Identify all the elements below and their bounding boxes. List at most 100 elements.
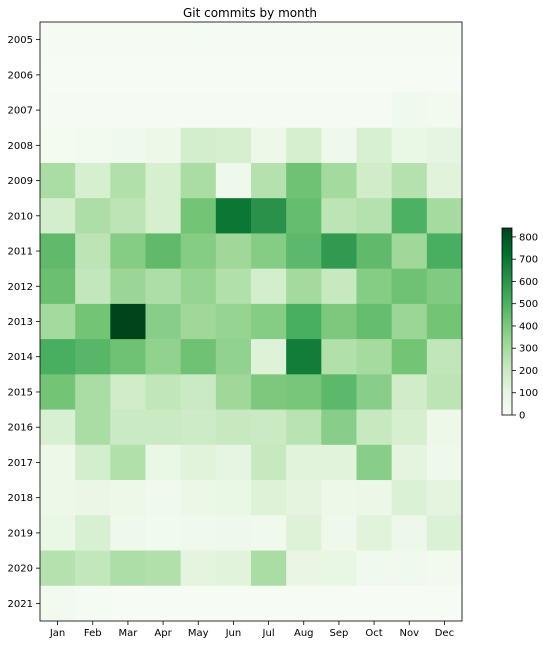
heatmap-cell-2012-Jul: [251, 268, 287, 305]
heatmap-cell-2008-Feb: [75, 127, 111, 164]
heatmap-cell-2021-Sep: [321, 585, 357, 622]
heatmap-cell-2006-Oct: [356, 57, 393, 93]
heatmap-cell-2016-Jul: [251, 409, 287, 446]
heatmap-cell-2017-Sep: [321, 444, 357, 481]
heatmap-cell-2007-Nov: [391, 92, 428, 129]
x-tick-label-Apr: Apr: [154, 628, 172, 639]
y-tick-label-2014: 2014: [8, 352, 33, 363]
heatmap-cell-2005-Dec: [426, 22, 463, 58]
heatmap-cell-2010-Apr: [145, 198, 182, 234]
heatmap-cell-2017-Jul: [251, 444, 287, 481]
heatmap-cell-2016-Aug: [286, 409, 322, 446]
y-tick-label-2006: 2006: [8, 70, 33, 81]
heatmap-cell-2008-Mar: [110, 127, 146, 164]
heatmap-cell-2010-Aug: [286, 198, 322, 234]
heatmap-cell-2010-Sep: [321, 198, 357, 234]
heatmap-cell-2017-Jan: [40, 444, 76, 481]
heatmap-cells: [40, 22, 463, 622]
heatmap-cell-2007-Aug: [286, 92, 322, 129]
heatmap-cell-2020-Feb: [75, 550, 111, 587]
heatmap-cell-2009-Mar: [110, 162, 146, 199]
heatmap-cell-2014-May: [180, 339, 217, 375]
heatmap-cell-2019-Feb: [75, 515, 111, 551]
heatmap-cell-2008-Jun: [215, 127, 252, 164]
heatmap-cell-2006-Jan: [40, 57, 76, 93]
chart-title: Git commits by month: [183, 6, 317, 20]
heatmap-cell-2021-Mar: [110, 585, 146, 622]
x-tick-label-Sep: Sep: [329, 628, 348, 639]
heatmap-cell-2021-Aug: [286, 585, 322, 622]
heatmap-cell-2005-Sep: [321, 22, 357, 58]
heatmap-cell-2006-May: [180, 57, 217, 93]
heatmap-cell-2007-Dec: [426, 92, 463, 129]
heatmap-cell-2008-May: [180, 127, 217, 164]
heatmap-cell-2012-Oct: [356, 268, 393, 305]
heatmap-cell-2018-Mar: [110, 480, 146, 516]
heatmap-cell-2011-Jul: [251, 233, 287, 270]
heatmap-cell-2016-May: [180, 409, 217, 446]
heatmap-cell-2018-May: [180, 480, 217, 516]
x-tick-label-Feb: Feb: [84, 628, 102, 639]
heatmap-cell-2014-Apr: [145, 339, 182, 375]
heatmap-cell-2013-Jun: [215, 303, 252, 340]
x-tick-label-Jul: Jul: [262, 628, 275, 639]
heatmap-cell-2019-May: [180, 515, 217, 551]
y-tick-label-2018: 2018: [8, 493, 33, 504]
heatmap-cell-2016-Mar: [110, 409, 146, 446]
colorbar-tick-label-300: 300: [519, 344, 538, 355]
heatmap-cell-2009-Jun: [215, 162, 252, 199]
heatmap-cell-2014-Aug: [286, 339, 322, 375]
heatmap-cell-2021-Apr: [145, 585, 182, 622]
heatmap-cell-2012-Dec: [426, 268, 463, 305]
heatmap-cell-2009-Aug: [286, 162, 322, 199]
heatmap-cell-2008-Jul: [251, 127, 287, 164]
heatmap-cell-2019-Mar: [110, 515, 146, 551]
heatmap-cell-2011-Apr: [145, 233, 182, 270]
heatmap-cell-2013-Feb: [75, 303, 111, 340]
heatmap-cell-2021-Jul: [251, 585, 287, 622]
heatmap-cell-2006-Nov: [391, 57, 428, 93]
heatmap-cell-2010-Jan: [40, 198, 76, 234]
heatmap-cell-2011-Jan: [40, 233, 76, 270]
heatmap-cell-2018-Jan: [40, 480, 76, 516]
y-tick-label-2005: 2005: [8, 35, 33, 46]
heatmap-cell-2014-Jan: [40, 339, 76, 375]
y-tick-label-2020: 2020: [8, 564, 33, 575]
heatmap-cell-2020-Apr: [145, 550, 182, 587]
heatmap-cell-2019-Aug: [286, 515, 322, 551]
x-tick-label-Mar: Mar: [118, 628, 138, 639]
heatmap-cell-2019-Oct: [356, 515, 393, 551]
heatmap-cell-2008-Dec: [426, 127, 463, 164]
heatmap-cell-2013-Jan: [40, 303, 76, 340]
heatmap-cell-2013-Jul: [251, 303, 287, 340]
y-tick-label-2019: 2019: [8, 528, 33, 539]
heatmap-cell-2017-Mar: [110, 444, 146, 481]
heatmap-cell-2011-Nov: [391, 233, 428, 270]
heatmap-cell-2016-Feb: [75, 409, 111, 446]
heatmap-cell-2014-Oct: [356, 339, 393, 375]
heatmap-cell-2005-Aug: [286, 22, 322, 58]
heatmap-cell-2009-May: [180, 162, 217, 199]
heatmap-cell-2005-Jun: [215, 22, 252, 58]
heatmap-cell-2010-Jun: [215, 198, 252, 234]
y-axis: 2005 2006 2007 2008 2009 2010 2011 2012 2013 2014…: [8, 35, 40, 610]
heatmap-cell-2012-Jun: [215, 268, 252, 305]
heatmap-cell-2014-Feb: [75, 339, 111, 375]
x-tick-label-May: May: [188, 628, 209, 639]
heatmap-cell-2015-Jun: [215, 374, 252, 410]
y-tick-label-2017: 2017: [8, 458, 33, 469]
heatmap-cell-2020-Jun: [215, 550, 252, 587]
heatmap-cell-2005-Oct: [356, 22, 393, 58]
colorbar-tick-label-800: 800: [519, 232, 538, 243]
heatmap-cell-2007-May: [180, 92, 217, 129]
heatmap-cell-2007-Mar: [110, 92, 146, 129]
heatmap-cell-2008-Apr: [145, 127, 182, 164]
x-tick-label-Aug: Aug: [294, 628, 314, 639]
heatmap-cell-2013-Mar: [110, 303, 146, 340]
heatmap-cell-2021-Nov: [391, 585, 428, 622]
heatmap-cell-2017-Feb: [75, 444, 111, 481]
heatmap-cell-2006-Jul: [251, 57, 287, 93]
heatmap-cell-2011-Sep: [321, 233, 357, 270]
heatmap-cell-2015-Jul: [251, 374, 287, 410]
y-tick-label-2009: 2009: [8, 176, 33, 187]
